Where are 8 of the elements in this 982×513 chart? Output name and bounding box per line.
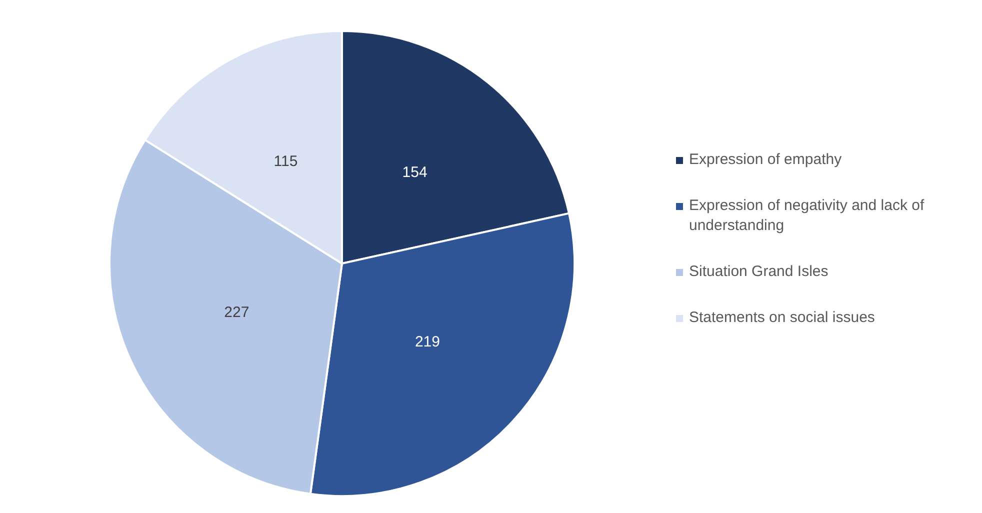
legend-label: Statements on social issues xyxy=(689,308,875,328)
legend-label: Expression of empathy xyxy=(689,150,842,170)
legend-label: Situation Grand Isles xyxy=(689,262,828,282)
data-label: 227 xyxy=(224,304,250,321)
legend-label: Expression of negativity and lack of understanding xyxy=(689,196,926,236)
data-label: 154 xyxy=(402,164,428,182)
data-label: 115 xyxy=(274,152,298,170)
data-label: 219 xyxy=(414,333,440,350)
